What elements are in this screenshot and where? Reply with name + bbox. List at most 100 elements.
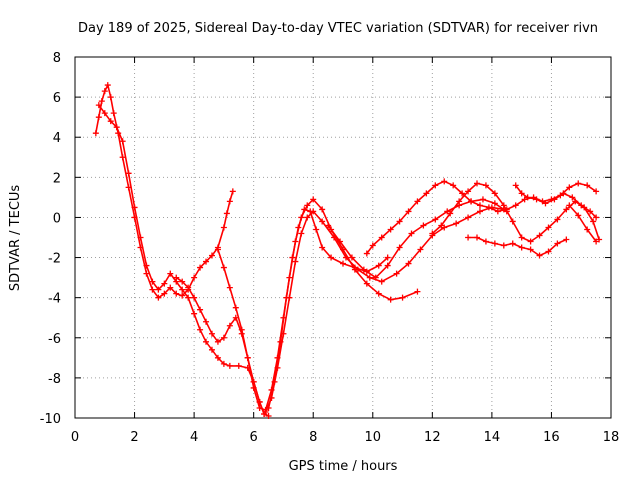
data-point xyxy=(274,364,281,371)
data-point xyxy=(518,234,525,241)
data-point xyxy=(185,294,192,301)
series-track-12 xyxy=(566,202,600,245)
data-point xyxy=(512,182,519,189)
data-point xyxy=(197,306,204,313)
data-point xyxy=(107,94,114,101)
data-point xyxy=(447,210,454,217)
data-point xyxy=(554,240,561,247)
data-point xyxy=(232,304,239,311)
data-point xyxy=(119,138,126,145)
x-tick-label: 6 xyxy=(250,430,258,445)
data-point xyxy=(235,362,242,369)
data-point xyxy=(191,274,198,281)
data-point xyxy=(393,270,400,277)
data-point xyxy=(494,208,501,215)
data-point xyxy=(536,232,543,239)
data-point xyxy=(256,404,263,411)
data-point xyxy=(107,118,114,125)
data-point xyxy=(203,318,210,325)
data-point xyxy=(191,310,198,317)
data-point xyxy=(542,200,549,207)
data-point xyxy=(575,212,582,219)
data-point xyxy=(173,274,180,281)
data-point xyxy=(161,290,168,297)
x-tick-label: 12 xyxy=(424,430,441,445)
y-tick-label: -2 xyxy=(48,252,61,267)
data-point xyxy=(310,208,317,215)
data-point xyxy=(378,234,385,241)
data-point xyxy=(593,214,600,221)
data-point xyxy=(479,196,486,203)
data-point xyxy=(214,354,221,361)
series-track-1 xyxy=(92,82,236,301)
data-point xyxy=(590,218,597,225)
data-point xyxy=(453,220,460,227)
series-line xyxy=(267,208,389,409)
data-point xyxy=(101,88,108,95)
data-point xyxy=(545,248,552,255)
data-point xyxy=(161,280,168,287)
data-point xyxy=(110,110,117,117)
series-track-2 xyxy=(95,102,272,419)
data-point xyxy=(432,182,439,189)
y-tick-label: 4 xyxy=(53,131,61,146)
data-point xyxy=(220,224,227,231)
data-point xyxy=(408,230,415,237)
data-point xyxy=(319,244,326,251)
data-point xyxy=(149,278,156,285)
data-point xyxy=(491,200,498,207)
data-point xyxy=(420,222,427,229)
data-point xyxy=(414,198,421,205)
data-point xyxy=(417,246,424,253)
data-point xyxy=(474,180,480,187)
data-point xyxy=(295,224,302,231)
data-point xyxy=(509,240,516,247)
data-point xyxy=(465,214,472,221)
data-point xyxy=(220,334,227,341)
data-point xyxy=(298,230,305,237)
grid xyxy=(75,57,611,418)
data-point xyxy=(575,180,582,187)
series-track-9 xyxy=(429,180,603,245)
data-point xyxy=(265,412,272,419)
data-point xyxy=(569,194,576,201)
data-point xyxy=(223,210,230,217)
series-track-5 xyxy=(265,206,391,411)
data-point xyxy=(104,82,111,89)
data-point xyxy=(292,258,299,265)
data-point xyxy=(208,252,215,259)
data-point xyxy=(203,338,210,345)
series-line xyxy=(467,236,568,257)
chart-title: Day 189 of 2025, Sidereal Day-to-day VTE… xyxy=(78,21,598,36)
data-point xyxy=(536,252,543,259)
data-point xyxy=(119,154,126,161)
data-point xyxy=(214,246,221,253)
data-point xyxy=(372,274,379,281)
y-tick-label: -8 xyxy=(48,372,61,387)
data-point xyxy=(366,274,373,281)
data-point xyxy=(155,294,162,301)
data-point xyxy=(423,190,430,197)
data-point xyxy=(518,190,525,197)
data-point xyxy=(527,238,534,245)
data-point xyxy=(328,254,335,261)
data-point xyxy=(432,216,439,223)
data-point xyxy=(375,262,382,269)
series-track-10 xyxy=(465,234,570,259)
data-point xyxy=(387,296,394,303)
y-axis-label: SDTVAR / TECUs xyxy=(8,185,23,292)
data-point xyxy=(476,208,483,215)
data-point xyxy=(405,260,412,267)
data-point xyxy=(125,170,132,177)
data-point xyxy=(551,196,558,203)
data-point xyxy=(226,322,233,329)
data-point xyxy=(226,284,233,291)
data-point xyxy=(304,202,311,209)
data-point xyxy=(363,280,370,287)
data-point xyxy=(456,198,463,205)
series-line xyxy=(98,104,270,417)
data-point xyxy=(396,244,403,251)
data-point xyxy=(95,114,102,121)
data-point xyxy=(167,270,174,277)
